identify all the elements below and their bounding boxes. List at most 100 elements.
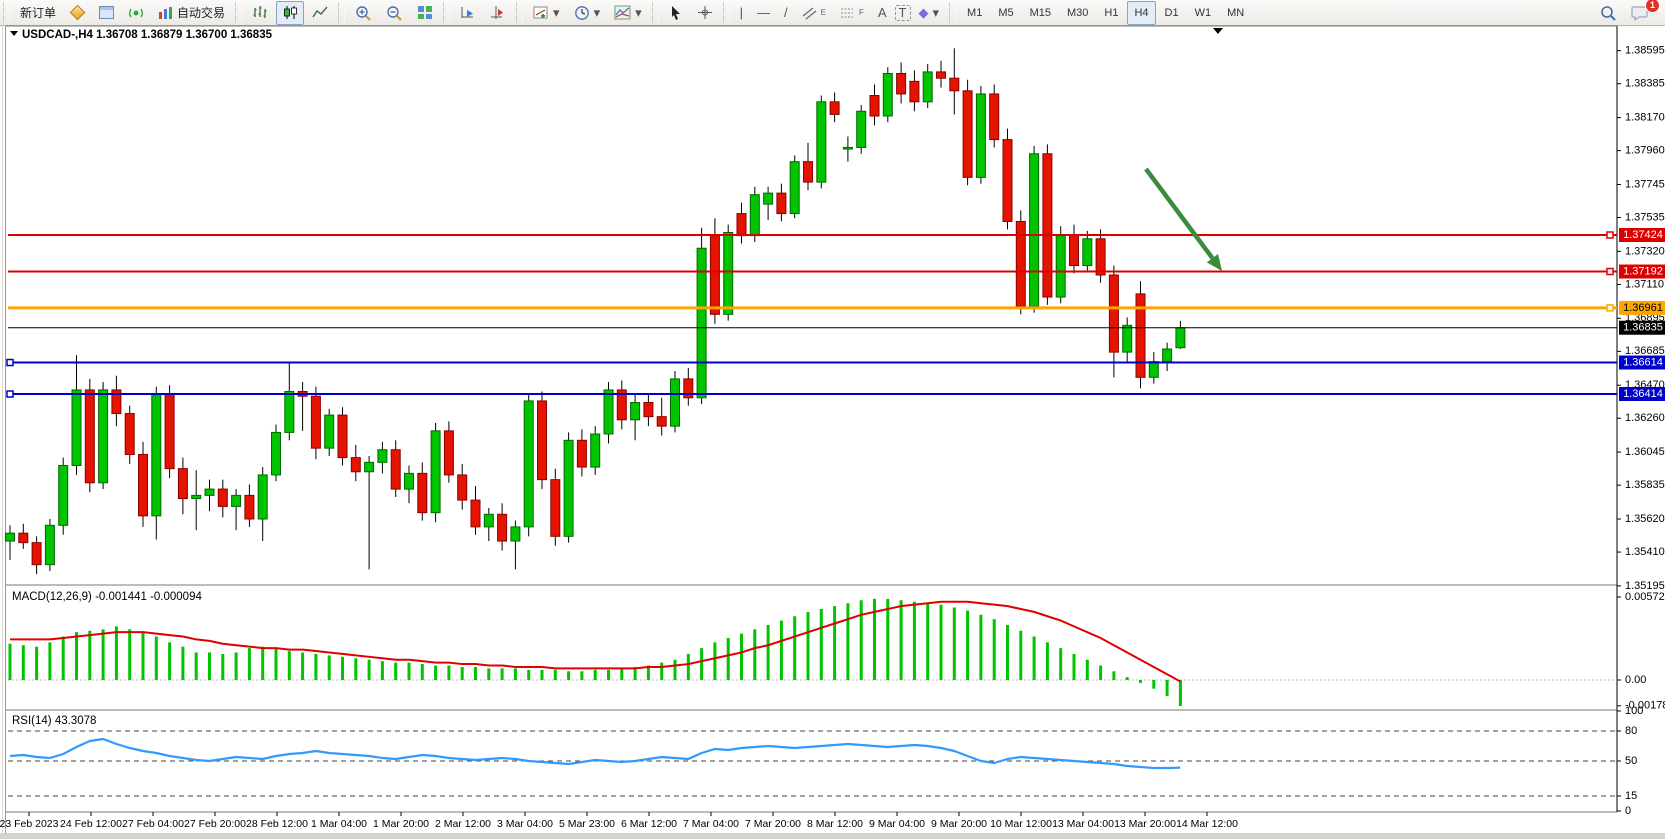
svg-text:10 Mar 12:00: 10 Mar 12:00 — [990, 818, 1052, 830]
svg-text:1.35195: 1.35195 — [1625, 580, 1665, 592]
periods-button[interactable]: ▾ — [568, 1, 607, 25]
candlesticks[interactable] — [5, 48, 1186, 575]
timeframe-m5-button[interactable]: M5 — [998, 6, 1014, 19]
timeframe-m15-button[interactable]: M15 — [1029, 6, 1051, 19]
templates-button[interactable]: ▾ — [608, 1, 648, 25]
symbol-dropdown-icon[interactable] — [10, 31, 18, 36]
timeframe-w1-button[interactable]: W1 — [1194, 6, 1212, 19]
signal-icon — [129, 8, 144, 17]
chart-shift-button[interactable] — [484, 1, 512, 25]
horizontal-line-tool-button[interactable]: — — [751, 1, 776, 25]
vertical-line-tool-button[interactable]: | — [734, 1, 749, 25]
timeframe-h4-button[interactable]: H4 — [1127, 0, 1156, 25]
window-frame-left — [5, 26, 6, 833]
annotation-arrow[interactable] — [1144, 167, 1222, 271]
svg-text:13 Mar 20:00: 13 Mar 20:00 — [1114, 818, 1176, 830]
svg-text:0.005729: 0.005729 — [1625, 591, 1665, 603]
toolbar-separator — [516, 2, 524, 23]
macd-panel[interactable]: 0.005729 0.00 -0.001782 — [8, 591, 1665, 712]
arrows-tool-button[interactable]: ◆ ▾ — [913, 1, 946, 25]
tile-windows-icon — [418, 6, 433, 19]
toolbar-grip — [3, 2, 10, 23]
channel-tool-button[interactable]: E — [796, 1, 832, 25]
svg-text:3 Mar 04:00: 3 Mar 04:00 — [497, 818, 553, 830]
chart-title: USDCAD-,H4 1.36708 1.36879 1.36700 1.368… — [22, 29, 272, 41]
candlestick-chart-button[interactable] — [276, 0, 305, 25]
svg-text:1.38385: 1.38385 — [1625, 78, 1665, 90]
svg-text:13 Mar 04:00: 13 Mar 04:00 — [1052, 818, 1114, 830]
svg-text:27 Feb 04:00: 27 Feb 04:00 — [122, 818, 184, 830]
new-order-button[interactable]: 新订单 — [14, 1, 62, 25]
timeframe-d1-button[interactable]: D1 — [1164, 6, 1179, 19]
bar-chart-button[interactable] — [246, 1, 274, 25]
shapes-icon: ◆ — [918, 4, 929, 20]
timeframe-m1-button[interactable]: M1 — [967, 6, 983, 19]
chart-shift-marker[interactable] — [1213, 28, 1223, 34]
svg-text:1.35835: 1.35835 — [1625, 479, 1665, 491]
auto-trading-label: 自动交易 — [177, 6, 226, 20]
svg-text:0.00: 0.00 — [1625, 674, 1646, 686]
tile-windows-button[interactable] — [411, 1, 439, 25]
crosshair-tool-button[interactable] — [691, 1, 719, 25]
auto-trading-button[interactable]: 自动交易 — [152, 1, 231, 25]
svg-text:14 Mar 12:00: 14 Mar 12:00 — [1176, 818, 1238, 830]
indicators-button[interactable]: ▾ — [527, 1, 566, 25]
text-tool-button[interactable]: A — [872, 1, 893, 25]
notifications-button[interactable]: 1 — [1625, 0, 1660, 25]
market-watch-button[interactable] — [64, 1, 91, 25]
zoom-out-icon — [387, 5, 402, 21]
svg-text:1.37110: 1.37110 — [1625, 278, 1664, 290]
vertical-line-icon: | — [739, 5, 744, 20]
toolbar-separator — [651, 2, 659, 23]
timeframe-m30-button[interactable]: M30 — [1067, 6, 1089, 19]
dropdown-arrow-icon[interactable]: ▾ — [932, 4, 940, 20]
fibonacci-tool-button[interactable]: F — [834, 1, 870, 25]
dropdown-arrow-icon[interactable]: ▾ — [553, 4, 560, 20]
signals-button[interactable] — [122, 1, 150, 25]
timeframe-mn-button[interactable]: MN — [1227, 6, 1245, 19]
cursor-tool-button[interactable] — [663, 1, 689, 25]
svg-text:7 Mar 20:00: 7 Mar 20:00 — [745, 818, 801, 830]
line-chart-button[interactable] — [306, 1, 334, 25]
search-icon — [1601, 5, 1616, 21]
svg-text:1.35410: 1.35410 — [1625, 546, 1665, 558]
toolbar-separator — [949, 2, 957, 23]
svg-text:15: 15 — [1625, 790, 1637, 802]
auto-scroll-button[interactable] — [454, 1, 482, 25]
svg-text:1 Mar 20:00: 1 Mar 20:00 — [373, 818, 429, 830]
chart-canvas[interactable]: 1.38595 1.38385 1.38170 1.37960 1.37745 1.375… — [0, 25, 1665, 839]
text-label-icon: T — [898, 5, 907, 20]
zoom-out-button[interactable] — [380, 1, 409, 25]
market-watch-icon — [69, 4, 86, 21]
text-label-tool-button[interactable]: T — [894, 4, 911, 21]
main-toolbar: 新订单 自动交易 ▾ ▾ ▾ — [0, 0, 1665, 26]
dropdown-arrow-icon[interactable]: ▾ — [593, 4, 601, 20]
rsi-panel[interactable]: 100 80 50 15 0 — [8, 705, 1643, 817]
svg-text:50: 50 — [1625, 755, 1637, 767]
svg-text:-0.001782: -0.001782 — [1625, 700, 1665, 712]
toolbar-separator — [722, 2, 730, 23]
zoom-in-button[interactable] — [349, 1, 378, 25]
auto-trading-icon — [159, 6, 173, 19]
chart-shift-icon — [491, 6, 504, 19]
svg-text:28 Feb 12:00: 28 Feb 12:00 — [246, 818, 308, 830]
text-tool-icon: A — [877, 5, 887, 20]
svg-text:1.36685: 1.36685 — [1625, 345, 1665, 357]
horizontal-lines[interactable]: 1.37424 1.37192 1.36961 1.36835 1.36614 1.364… — [6, 228, 1665, 402]
toolbar-separator — [235, 2, 243, 23]
data-window-button[interactable] — [93, 1, 120, 25]
svg-text:1.37535: 1.37535 — [1625, 211, 1665, 223]
svg-text:1.38170: 1.38170 — [1625, 111, 1665, 123]
svg-text:9 Mar 04:00: 9 Mar 04:00 — [869, 818, 925, 830]
svg-text:6 Mar 12:00: 6 Mar 12:00 — [621, 818, 677, 830]
svg-text:100: 100 — [1625, 705, 1643, 717]
dropdown-arrow-icon[interactable]: ▾ — [635, 4, 642, 20]
svg-text:1.37192: 1.37192 — [1623, 265, 1663, 277]
svg-text:27 Feb 20:00: 27 Feb 20:00 — [184, 818, 246, 830]
crosshair-icon — [697, 6, 712, 19]
trendline-tool-button[interactable]: / — [778, 1, 794, 25]
svg-text:1.37320: 1.37320 — [1625, 245, 1665, 257]
search-button[interactable] — [1594, 1, 1623, 25]
svg-text:1.38595: 1.38595 — [1625, 45, 1665, 57]
timeframe-h1-button[interactable]: H1 — [1104, 6, 1119, 19]
